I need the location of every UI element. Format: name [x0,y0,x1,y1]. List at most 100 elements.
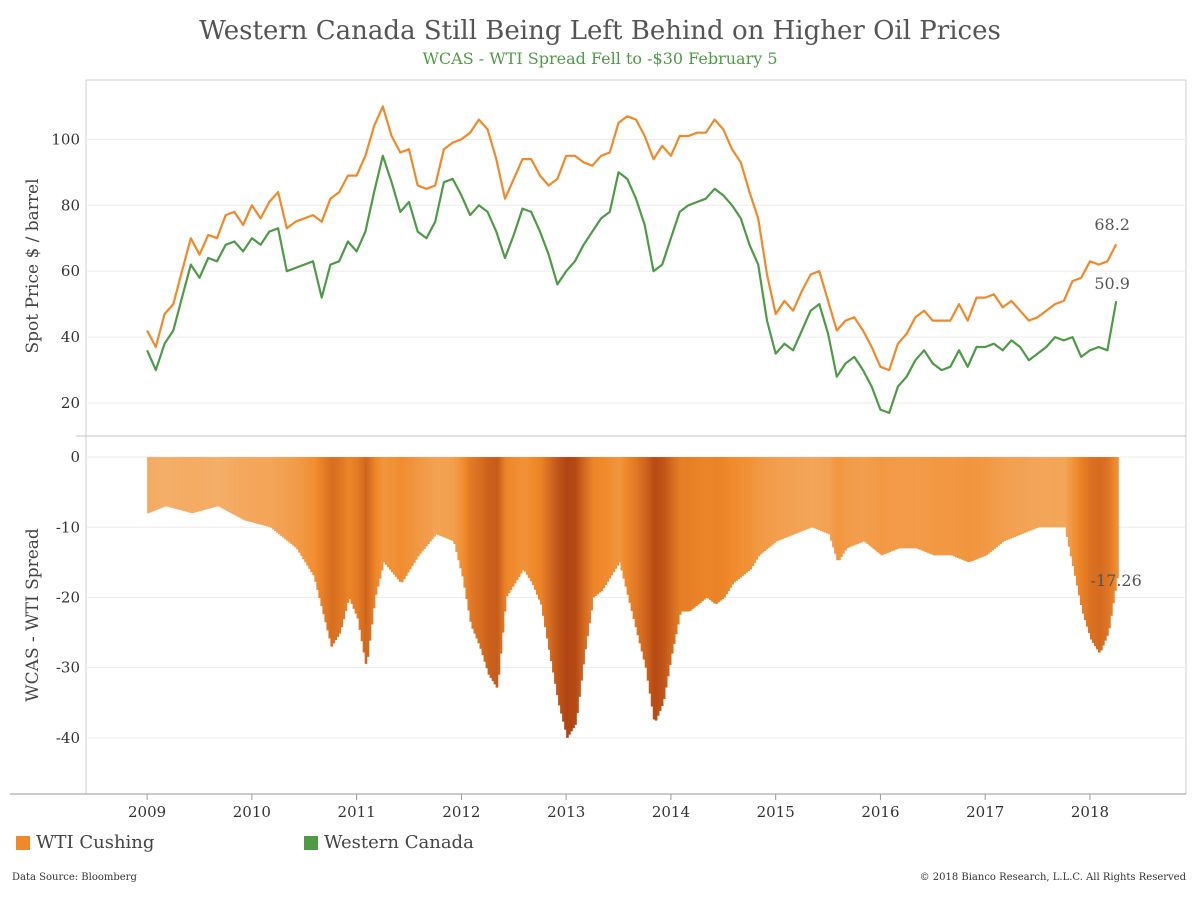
spread-bar [713,457,716,604]
spread-bar [928,457,932,554]
spread-bar [662,457,666,699]
spread-bar [640,457,644,652]
spread-bar [189,457,193,513]
spread-bar [596,457,599,595]
spread-bar [1079,457,1083,606]
spread-bar [950,457,954,556]
spread-bar [374,457,378,595]
spread-bar [253,457,257,524]
spread-bar [535,457,539,595]
spread-bar [969,457,972,562]
spread-bar [473,457,477,634]
spread-bar [435,457,438,535]
spread-bar [626,457,630,595]
spread-bar [874,457,878,551]
spread-bar [912,457,916,549]
spread-bar [505,457,509,597]
spread-bar [1073,457,1077,576]
spread-bar [876,457,880,553]
spread-bar [509,457,513,590]
spread-bar [318,457,321,598]
spread-bar [618,457,622,563]
spread-bar [332,457,336,644]
spread-bar [1087,457,1091,634]
spread-bar [854,457,857,545]
spread-bar [447,457,450,540]
spread-bar [826,457,829,534]
x-tick-label-2015: 2015 [757,803,795,821]
x-tick-label-2016: 2016 [861,803,899,821]
spread-bar [386,457,390,568]
spread-bar [562,457,565,722]
spread-bar [394,457,398,577]
spread-bar [705,457,708,598]
spread-bar [588,457,591,624]
spread-bar [685,457,688,612]
spread-bar [757,457,761,557]
spread-bar [773,457,777,543]
spread-bar [660,457,664,706]
spread-bar [948,457,952,556]
spread-bar [654,457,658,721]
spread-bar [668,457,672,665]
spread-bar [1108,457,1111,629]
spread-bar [366,457,370,657]
spread-bar [265,457,269,527]
spread-bar [564,457,567,730]
spread-bar [830,457,833,541]
spread-bar [930,457,934,555]
spread-bar [197,457,201,512]
spread-bar [936,457,940,556]
spread-bar [807,457,811,529]
spread-bar [1029,457,1033,531]
spread-bar [207,457,211,509]
spread-bar [171,457,174,508]
spread-bar [946,457,950,556]
spread-bar [866,457,869,544]
spread-bar [179,457,182,511]
spread-bar [918,457,922,550]
spread-bar [167,457,170,507]
spread-bar [489,457,493,678]
spread-bar [477,457,481,644]
spread-bar [981,457,984,557]
spread-bar [817,457,821,531]
spread-bar [316,457,319,590]
spread-bar [1001,457,1004,543]
spread-bar [1055,457,1059,528]
spread-bar [1116,457,1119,579]
spread-bar [451,457,454,541]
spread-bar [280,457,283,536]
legend-item-wti: WTI Cushing [16,832,154,853]
spread-bar [721,457,724,600]
data-label-spread: -17.26 [1091,571,1142,590]
spread-bar [680,457,684,612]
y-tick-bottom--40: -40 [56,729,80,747]
spread-bar [310,457,313,573]
spread-bar [237,457,241,518]
spread-bar [813,457,817,529]
spread-bar [799,457,803,532]
spread-bar [338,457,342,634]
spread-bar [392,457,396,575]
spread-bar [278,457,281,535]
spread-bar [932,457,936,556]
spread-bar [896,457,900,549]
spread-bar [840,457,843,557]
spread-bar [985,457,988,556]
spread-bar [1104,457,1107,641]
spread-bar [759,457,763,555]
spread-bar [274,457,277,532]
spread-bar [743,457,747,575]
spread-bar [1037,457,1041,528]
spread-bar [346,457,350,603]
spread-bar [836,457,839,561]
spread-bar [388,457,392,570]
spread-bar [398,457,402,582]
spread-bar [741,457,745,576]
spread-bar [531,457,535,586]
spread-bar [231,457,235,515]
spread-bar [805,457,809,530]
spread-bar [221,457,225,509]
spread-bar [257,457,261,525]
